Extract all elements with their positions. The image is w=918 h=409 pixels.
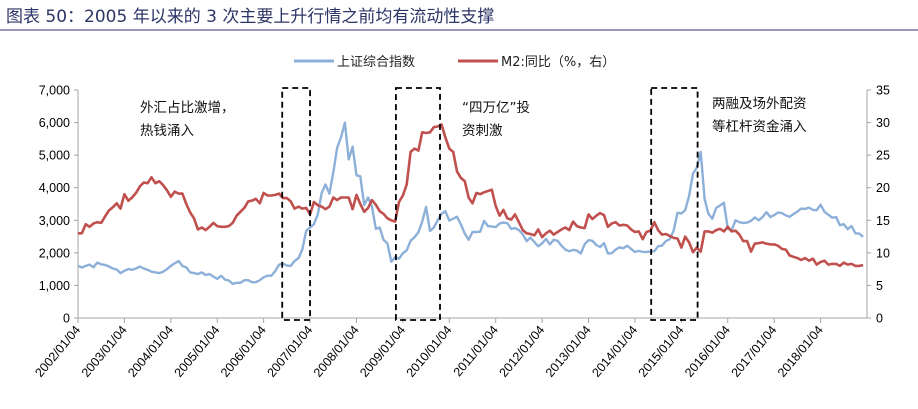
right-tick-label: 10 xyxy=(876,246,890,260)
right-tick-label: 25 xyxy=(876,149,890,163)
x-tick-label: 2002/01/04 xyxy=(32,323,83,380)
right-tick-label: 30 xyxy=(876,116,890,130)
annotation-text: “四万亿”投 xyxy=(462,100,530,116)
right-tick-label: 35 xyxy=(876,84,890,98)
x-tick-label: 2009/01/04 xyxy=(357,323,408,380)
x-tick-label: 2006/01/04 xyxy=(218,323,269,380)
annotation-text: 等杠杆资金涌入 xyxy=(712,118,807,135)
legend-label-m2: M2:同比（%，右） xyxy=(501,55,615,70)
x-tick-label: 2013/01/04 xyxy=(543,323,594,380)
right-tick-label: 0 xyxy=(876,312,883,326)
left-tick-label: 3,000 xyxy=(39,214,70,228)
x-tick-label: 2014/01/04 xyxy=(589,323,640,380)
right-tick-label: 20 xyxy=(876,181,890,195)
highlight-period-box xyxy=(650,87,699,321)
x-tick-label: 2008/01/04 xyxy=(311,323,362,380)
left-tick-label: 0 xyxy=(63,312,70,326)
x-tick-label: 2016/01/04 xyxy=(682,323,733,380)
left-tick-label: 6,000 xyxy=(39,116,70,130)
right-tick-label: 5 xyxy=(876,279,883,293)
annotation-text: 两融及场外配资 xyxy=(712,96,807,112)
annotation-text: 资刺激 xyxy=(462,123,503,139)
highlight-period-box xyxy=(395,87,441,321)
left-tick-label: 5,000 xyxy=(39,149,70,163)
left-tick-label: 7,000 xyxy=(39,84,70,98)
annotation-text: 热钱涌入 xyxy=(140,123,194,139)
annotation-text: 外汇占比激增， xyxy=(140,100,235,116)
chart-title: 图表 50：2005 年以来的 3 次主要上升行情之前均有流动性支撑 xyxy=(6,7,494,27)
highlight-period-box xyxy=(281,87,311,321)
x-tick-label: 2004/01/04 xyxy=(125,323,176,380)
x-tick-label: 2018/01/04 xyxy=(775,323,826,380)
right-tick-label: 15 xyxy=(876,214,890,228)
left-tick-label: 2,000 xyxy=(39,246,70,260)
left-tick-label: 1,000 xyxy=(39,279,70,293)
x-tick-label: 2015/01/04 xyxy=(636,323,687,380)
series-line-m2-yoy xyxy=(78,123,864,268)
left-tick-label: 4,000 xyxy=(39,181,70,195)
x-tick-label: 2011/01/04 xyxy=(451,323,501,379)
series-line-sse-index xyxy=(77,121,864,285)
x-tick-label: 2012/01/04 xyxy=(496,323,547,380)
x-tick-label: 2005/01/04 xyxy=(172,323,223,380)
x-tick-label: 2017/01/04 xyxy=(729,323,780,380)
legend: 上证综合指数 M2:同比（%，右） xyxy=(294,55,615,70)
x-tick-label: 2003/01/04 xyxy=(79,323,130,380)
x-tick-label: 2010/01/04 xyxy=(404,323,455,380)
legend-label-sse: 上证综合指数 xyxy=(337,55,415,70)
series-group xyxy=(77,121,864,285)
x-tick-label: 2007/01/04 xyxy=(264,323,315,380)
